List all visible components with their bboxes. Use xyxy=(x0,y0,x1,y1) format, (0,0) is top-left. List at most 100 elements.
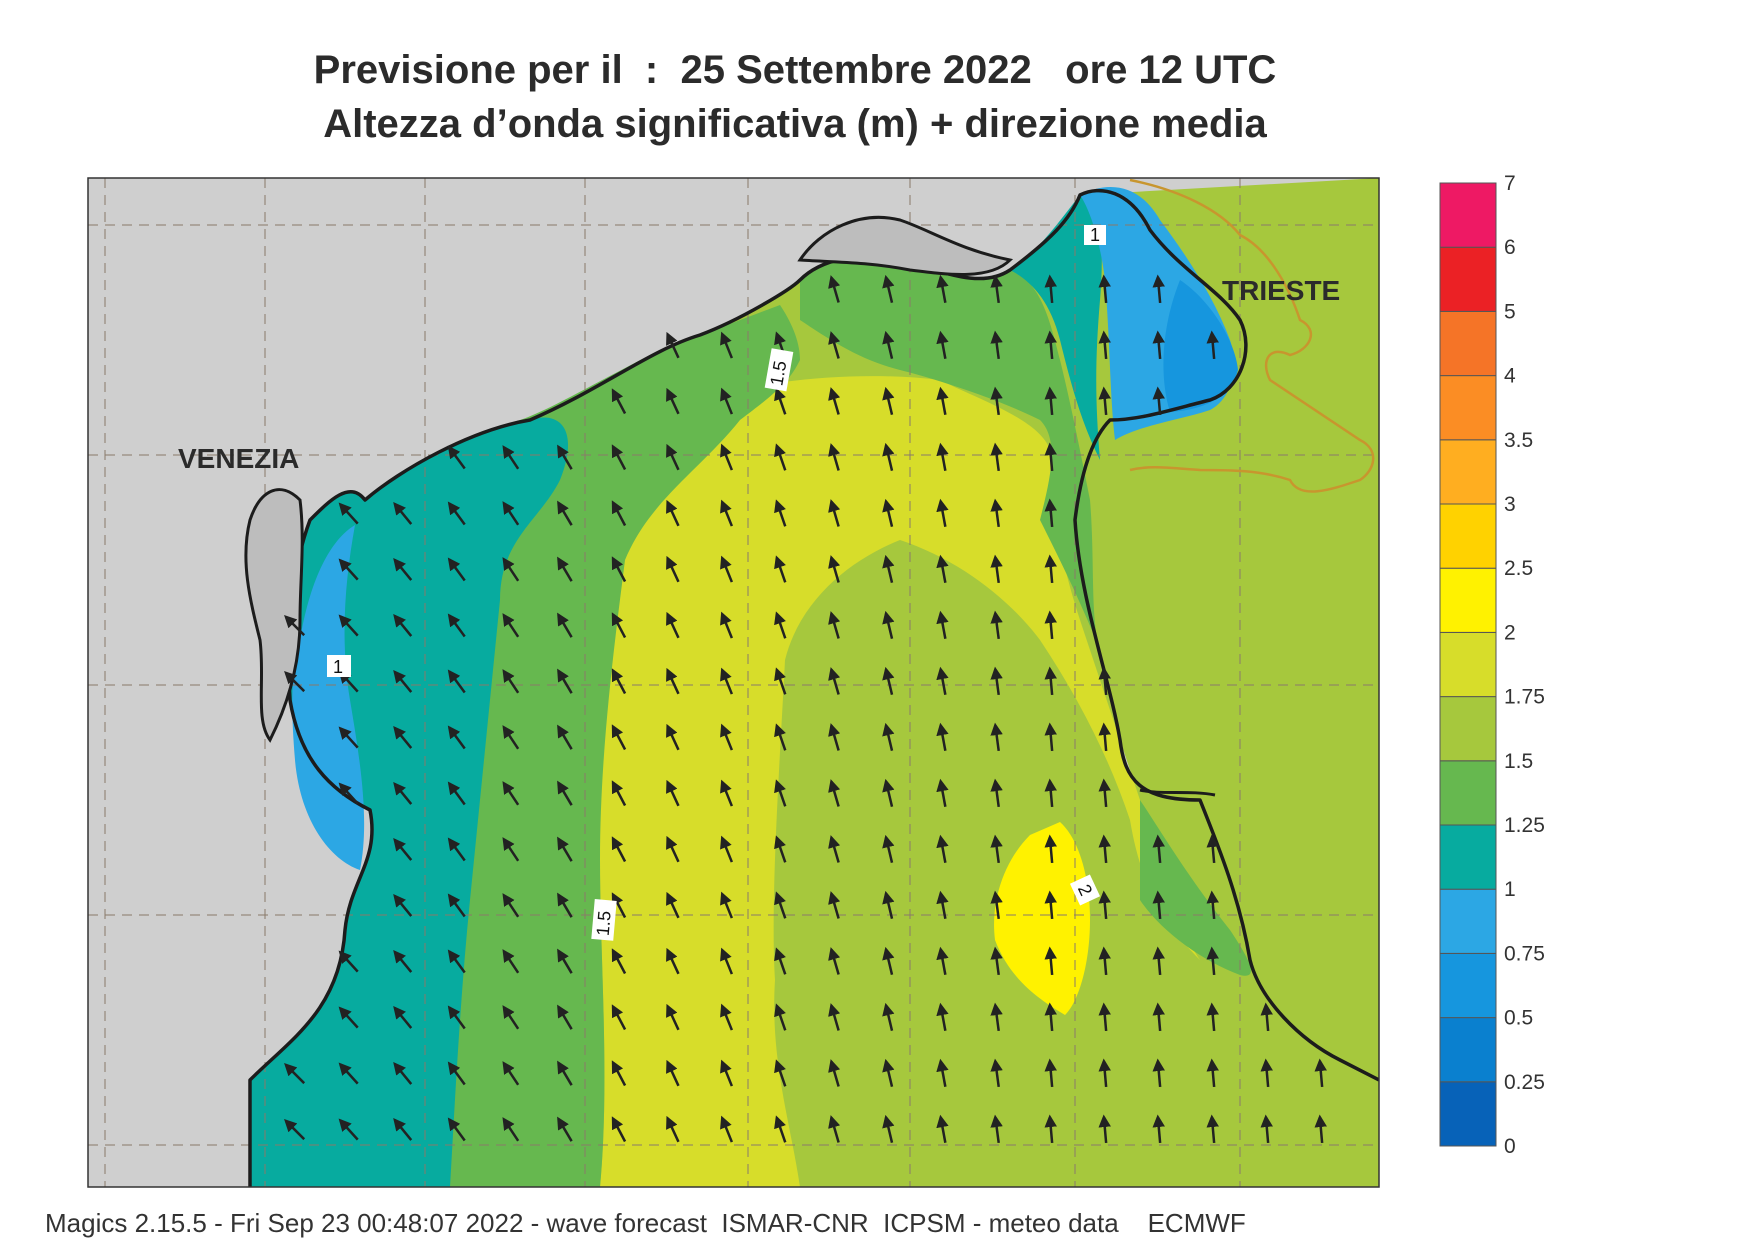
wave-arrow xyxy=(720,499,734,527)
legend-swatch xyxy=(1439,503,1497,569)
wave-arrow xyxy=(1152,1114,1165,1144)
wave-arrow xyxy=(828,947,841,975)
wave-arrow xyxy=(882,498,895,527)
wave-arrow xyxy=(1044,1114,1057,1144)
svg-text:1: 1 xyxy=(333,657,343,677)
wave-arrow xyxy=(990,890,1003,920)
wave-arrow xyxy=(990,442,1003,472)
wave-arrow xyxy=(611,556,627,583)
legend-tick-label: 0 xyxy=(1504,1135,1516,1158)
wave-arrow xyxy=(1206,1002,1219,1032)
wave-arrow xyxy=(502,557,520,582)
wave-arrow xyxy=(1152,274,1165,304)
legend-swatch xyxy=(1439,952,1497,1019)
legend-swatch xyxy=(1439,1081,1497,1147)
legend-swatch xyxy=(1439,696,1497,762)
wave-arrow xyxy=(720,331,734,359)
wave-arrow xyxy=(1044,554,1057,584)
wave-arrow xyxy=(611,948,627,975)
wave-arrow xyxy=(774,723,787,751)
wave-arrow xyxy=(1044,442,1057,472)
wave-arrow xyxy=(936,778,949,808)
wave-arrow xyxy=(666,667,680,695)
wave-arrow xyxy=(936,1002,949,1032)
contour-label-2: 2 xyxy=(1069,874,1101,906)
wave-arrow xyxy=(611,724,627,751)
city-label-venezia: VENEZIA xyxy=(178,443,299,474)
legend-tick-label: 1.75 xyxy=(1504,686,1545,709)
wave-arrow xyxy=(666,443,680,471)
wave-arrow xyxy=(1044,498,1057,528)
wave-arrow xyxy=(1098,890,1111,920)
wave-arrow xyxy=(666,723,680,751)
legend-swatch xyxy=(1439,631,1497,698)
wave-arrow xyxy=(936,386,949,416)
band-0.5-0.75-ne xyxy=(1163,280,1238,412)
wave-arrow xyxy=(882,330,895,359)
wave-arrow xyxy=(557,1116,573,1142)
wave-arrow xyxy=(720,611,734,639)
wave-arrow xyxy=(666,835,680,863)
wave-arrow xyxy=(338,726,359,749)
legend-tick-label: 1 xyxy=(1504,878,1516,901)
wave-arrow xyxy=(557,1004,573,1030)
wave-arrow xyxy=(1206,1058,1219,1088)
wave-arrow xyxy=(990,1058,1003,1088)
map-frame xyxy=(87,177,1380,1188)
wave-arrow xyxy=(828,891,841,919)
wave-arrow xyxy=(447,781,466,806)
wave-arrow xyxy=(1044,666,1057,696)
wave-arrow xyxy=(882,946,895,975)
wave-arrow xyxy=(936,274,949,304)
wave-arrow xyxy=(1152,386,1165,416)
wave-arrow xyxy=(1152,330,1165,360)
wave-arrow xyxy=(557,444,573,470)
wave-arrow xyxy=(882,1002,895,1031)
wave-arrow xyxy=(611,612,627,639)
wave-arrow xyxy=(990,274,1003,304)
band-1.25-1.5-north xyxy=(800,256,1100,650)
wave-arrow xyxy=(611,444,627,471)
legend-swatch xyxy=(1439,760,1497,826)
wave-arrow xyxy=(447,949,466,974)
wave-arrow xyxy=(990,722,1003,752)
wave-arrow xyxy=(990,666,1003,696)
wave-arrow xyxy=(720,387,734,415)
wave-arrow xyxy=(447,557,466,582)
wave-arrow xyxy=(936,498,949,528)
wave-arrow xyxy=(720,443,734,471)
wave-arrow xyxy=(1098,386,1111,416)
wave-arrow xyxy=(1260,1058,1273,1088)
wave-arrow xyxy=(1098,666,1111,696)
legend-swatch xyxy=(1439,439,1497,505)
wave-arrow xyxy=(393,1005,413,1029)
contour-label-1: 1 xyxy=(327,655,351,677)
wave-arrow xyxy=(1206,1114,1219,1144)
wave-arrow xyxy=(666,1003,680,1031)
wave-arrow xyxy=(502,837,520,862)
wave-arrow xyxy=(666,555,680,583)
wave-arrow xyxy=(447,669,466,694)
wave-arrow xyxy=(611,892,627,919)
wave-arrow xyxy=(1098,274,1111,304)
wave-arrow xyxy=(1098,946,1111,976)
wave-arrow xyxy=(1152,946,1165,976)
wave-arrow xyxy=(720,947,734,975)
wave-arrow xyxy=(936,1058,949,1088)
legend-swatch xyxy=(1439,1017,1497,1083)
wave-arrow xyxy=(1044,386,1057,416)
contour-label-1.5-north: 1.5 xyxy=(764,348,794,392)
wave-arrow xyxy=(666,947,680,975)
wave-arrow xyxy=(774,1115,787,1143)
colorbar-legend: 0 0.25 0.5 0.75 1 1.25 1.5 1.75 2 2.5 3 3.5 4 5 6 7 xyxy=(1439,172,1545,1158)
istria-coast-detail xyxy=(1139,788,1216,797)
legend-tick-label: 6 xyxy=(1504,236,1516,259)
wave-arrow xyxy=(882,722,895,751)
wave-arrow xyxy=(1260,1002,1273,1032)
wave-arrow xyxy=(990,834,1003,864)
wave-arrow xyxy=(828,779,841,807)
state-border xyxy=(1129,178,1375,493)
wave-arrow xyxy=(828,387,841,415)
svg-text:1: 1 xyxy=(1090,225,1100,245)
wave-arrow xyxy=(990,1114,1003,1144)
